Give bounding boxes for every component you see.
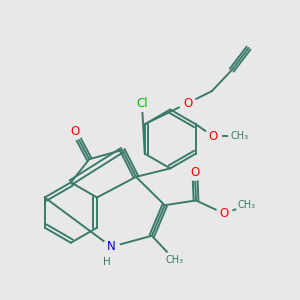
Text: O: O <box>70 125 79 138</box>
Text: H: H <box>103 257 111 267</box>
Circle shape <box>205 128 221 145</box>
Circle shape <box>187 164 203 180</box>
Text: Cl: Cl <box>136 97 148 110</box>
Text: O: O <box>220 207 229 220</box>
Text: N: N <box>107 240 116 253</box>
Circle shape <box>179 95 196 111</box>
Text: CH₃: CH₃ <box>230 131 248 141</box>
Circle shape <box>67 124 82 140</box>
Circle shape <box>216 206 232 222</box>
Text: CH₃: CH₃ <box>166 255 184 266</box>
Circle shape <box>134 95 150 111</box>
Text: O: O <box>183 97 192 110</box>
Text: O: O <box>190 166 200 178</box>
Circle shape <box>236 195 257 215</box>
Circle shape <box>103 239 119 255</box>
Text: O: O <box>209 130 218 143</box>
Text: CH₃: CH₃ <box>237 200 256 210</box>
Circle shape <box>165 250 185 271</box>
Circle shape <box>229 126 249 147</box>
